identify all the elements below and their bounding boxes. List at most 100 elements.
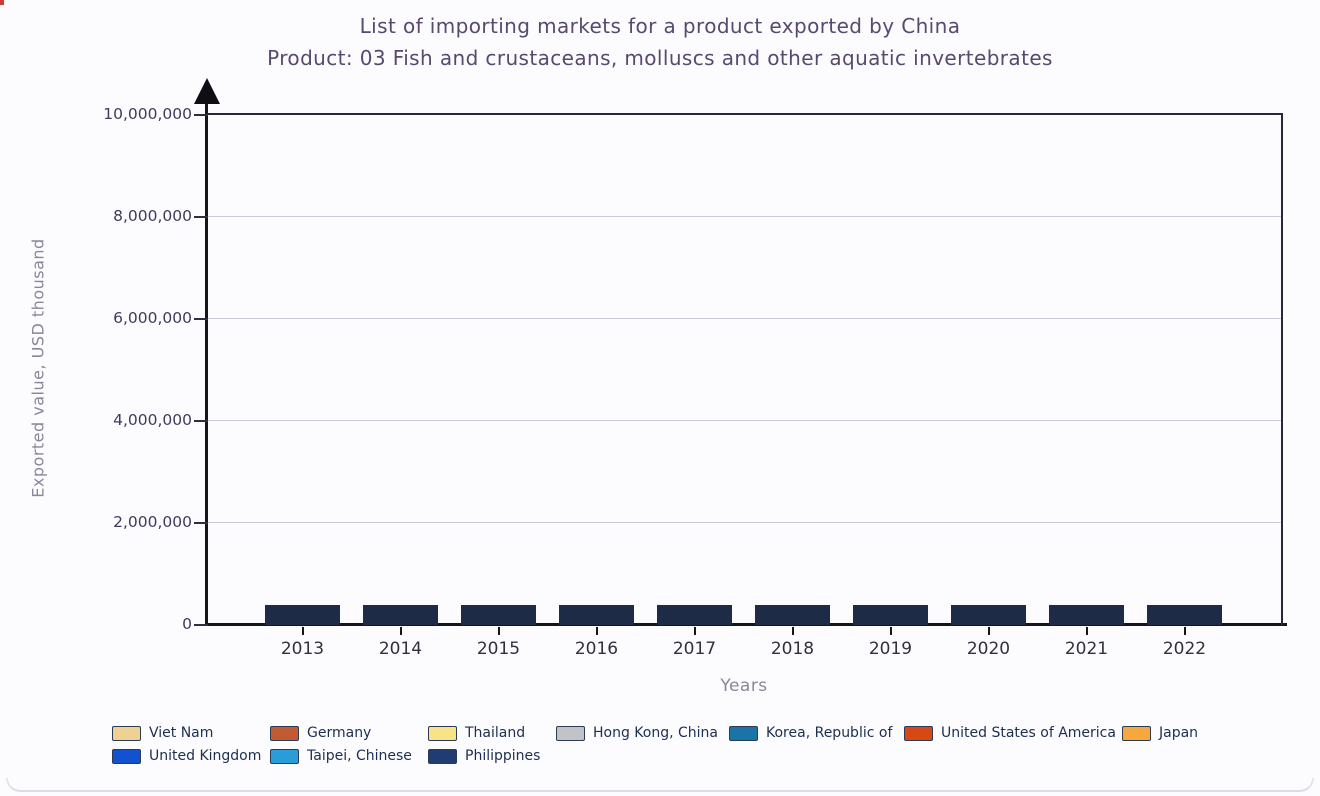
bar-2016	[559, 605, 634, 625]
bar-segment-2020-philippines	[951, 615, 1026, 617]
bar-2017	[657, 605, 732, 625]
bar-segment-2013-thailand	[265, 613, 340, 615]
y-tick-label: 4,000,000	[113, 411, 192, 429]
y-axis-line	[205, 88, 208, 625]
legend-item-viet-nam: Viet Nam	[112, 724, 270, 742]
legend-item-germany: Germany	[270, 724, 428, 742]
plot-area: 0 2,000,000 4,000,000 6,000,000 8,000,000 10,…	[103, 105, 1283, 659]
legend-label: Hong Kong, China	[593, 725, 719, 741]
bar-segment-2013-united-states-of-america	[265, 621, 340, 623]
legend: Viet Nam Germany Thailand Hong Kong, China K…	[112, 724, 1198, 765]
legend-label: Korea, Republic of	[766, 725, 893, 741]
bar-segment-2017-viet-nam	[657, 605, 732, 607]
bar-segment-2014-thailand	[363, 613, 438, 615]
bar-segment-2016-taipei-chinese	[559, 611, 634, 613]
bar-segment-2016-germany	[559, 609, 634, 611]
bar-segment-2018-united-kingdom	[755, 607, 830, 609]
x-tick-label-2021: 2021	[1064, 639, 1109, 659]
legend-label: Germany	[307, 725, 372, 741]
legend-swatch-thailand	[428, 725, 457, 741]
bar-2015	[461, 605, 536, 625]
bar-segment-2022-korea-republic-of	[1147, 619, 1222, 621]
bar-segment-2013-germany	[265, 609, 340, 611]
x-tick-mark	[693, 627, 696, 635]
bar-segment-2018-hong-kong-china	[755, 617, 830, 619]
bar-segment-2019-united-states-of-america	[853, 621, 928, 623]
bar-segment-2018-japan	[755, 623, 830, 625]
bar-segment-2016-japan	[559, 623, 634, 625]
bar-segment-2020-japan	[951, 623, 1026, 625]
bar-segment-2022-thailand	[1147, 613, 1222, 615]
x-tick-label-2015: 2015	[476, 639, 521, 659]
bar-segment-2017-philippines	[657, 615, 732, 617]
bar-segment-2015-thailand	[461, 613, 536, 615]
bar-segment-2018-korea-republic-of	[755, 619, 830, 621]
legend-item-taipei-chinese: Taipei, Chinese	[270, 747, 428, 765]
bar-segment-2021-taipei-chinese	[1049, 611, 1124, 613]
x-tick-mark	[1183, 627, 1186, 635]
gridline	[207, 318, 1281, 319]
bar-segment-2017-germany	[657, 609, 732, 611]
legend-swatch-philippines	[428, 748, 457, 764]
legend-item-korea-republic-of: Korea, Republic of	[729, 724, 904, 742]
bar-2020	[951, 605, 1026, 625]
bar-segment-2016-united-kingdom	[559, 607, 634, 609]
bar-segment-2014-germany	[363, 609, 438, 611]
y-tick-mark	[194, 522, 208, 524]
x-tick-mark	[889, 627, 892, 635]
bar-segment-2020-germany	[951, 609, 1026, 611]
bar-segment-2014-united-kingdom	[363, 607, 438, 609]
bar-segment-2017-taipei-chinese	[657, 611, 732, 613]
legend-label: Taipei, Chinese	[307, 748, 412, 764]
bar-2019	[853, 605, 928, 625]
bar-segment-2018-viet-nam	[755, 605, 830, 607]
bar-segment-2014-japan	[363, 623, 438, 625]
y-axis-title: Exported value, USD thousand	[28, 238, 48, 498]
bar-segment-2016-united-states-of-america	[559, 621, 634, 623]
bar-segment-2015-germany	[461, 609, 536, 611]
x-tick-label-2018: 2018	[770, 639, 815, 659]
bar-segment-2018-thailand	[755, 613, 830, 615]
gridline	[207, 216, 1281, 217]
bar-segment-2017-japan	[657, 623, 732, 625]
bar-segment-2018-philippines	[755, 615, 830, 617]
legend-label: Japan	[1159, 725, 1199, 741]
bar-segment-2013-japan	[265, 623, 340, 625]
y-tick-mark	[194, 420, 208, 422]
bar-segment-2018-germany	[755, 609, 830, 611]
y-tick-label: 6,000,000	[113, 309, 192, 327]
bar-segment-2014-hong-kong-china	[363, 617, 438, 619]
bar-segment-2014-korea-republic-of	[363, 619, 438, 621]
bar-segment-2022-germany	[1147, 609, 1222, 611]
card-bottom-edge	[6, 778, 1314, 792]
bar-segment-2021-korea-republic-of	[1049, 619, 1124, 621]
legend-swatch-united-states-of-america	[904, 725, 933, 741]
bar-segment-2013-philippines	[265, 615, 340, 617]
legend-label: Viet Nam	[149, 725, 214, 741]
legend-swatch-korea-republic-of	[729, 725, 758, 741]
bar-segment-2018-taipei-chinese	[755, 611, 830, 613]
bar-segment-2013-hong-kong-china	[265, 617, 340, 619]
bar-segment-2022-united-kingdom	[1147, 607, 1222, 609]
bar-segment-2019-korea-republic-of	[853, 619, 928, 621]
bar-segment-2021-hong-kong-china	[1049, 617, 1124, 619]
bar-segment-2015-philippines	[461, 615, 536, 617]
bar-segment-2016-philippines	[559, 615, 634, 617]
bar-segment-2021-thailand	[1049, 613, 1124, 615]
x-tick-mark	[595, 627, 598, 635]
bar-segment-2017-korea-republic-of	[657, 619, 732, 621]
y-tick-mark	[194, 216, 208, 218]
bar-segment-2017-hong-kong-china	[657, 617, 732, 619]
x-axis-title: Years	[720, 676, 768, 696]
bar-segment-2020-hong-kong-china	[951, 617, 1026, 619]
bar-segment-2016-thailand	[559, 613, 634, 615]
y-tick-mark	[194, 318, 208, 320]
legend-item-thailand: Thailand	[428, 724, 556, 742]
bar-segment-2020-taipei-chinese	[951, 611, 1026, 613]
legend-swatch-hong-kong-china	[556, 725, 585, 741]
bar-segment-2021-united-kingdom	[1049, 607, 1124, 609]
bar-segment-2015-hong-kong-china	[461, 617, 536, 619]
gridline	[207, 522, 1281, 523]
x-tick-label-2019: 2019	[868, 639, 913, 659]
bar-segment-2015-japan	[461, 623, 536, 625]
